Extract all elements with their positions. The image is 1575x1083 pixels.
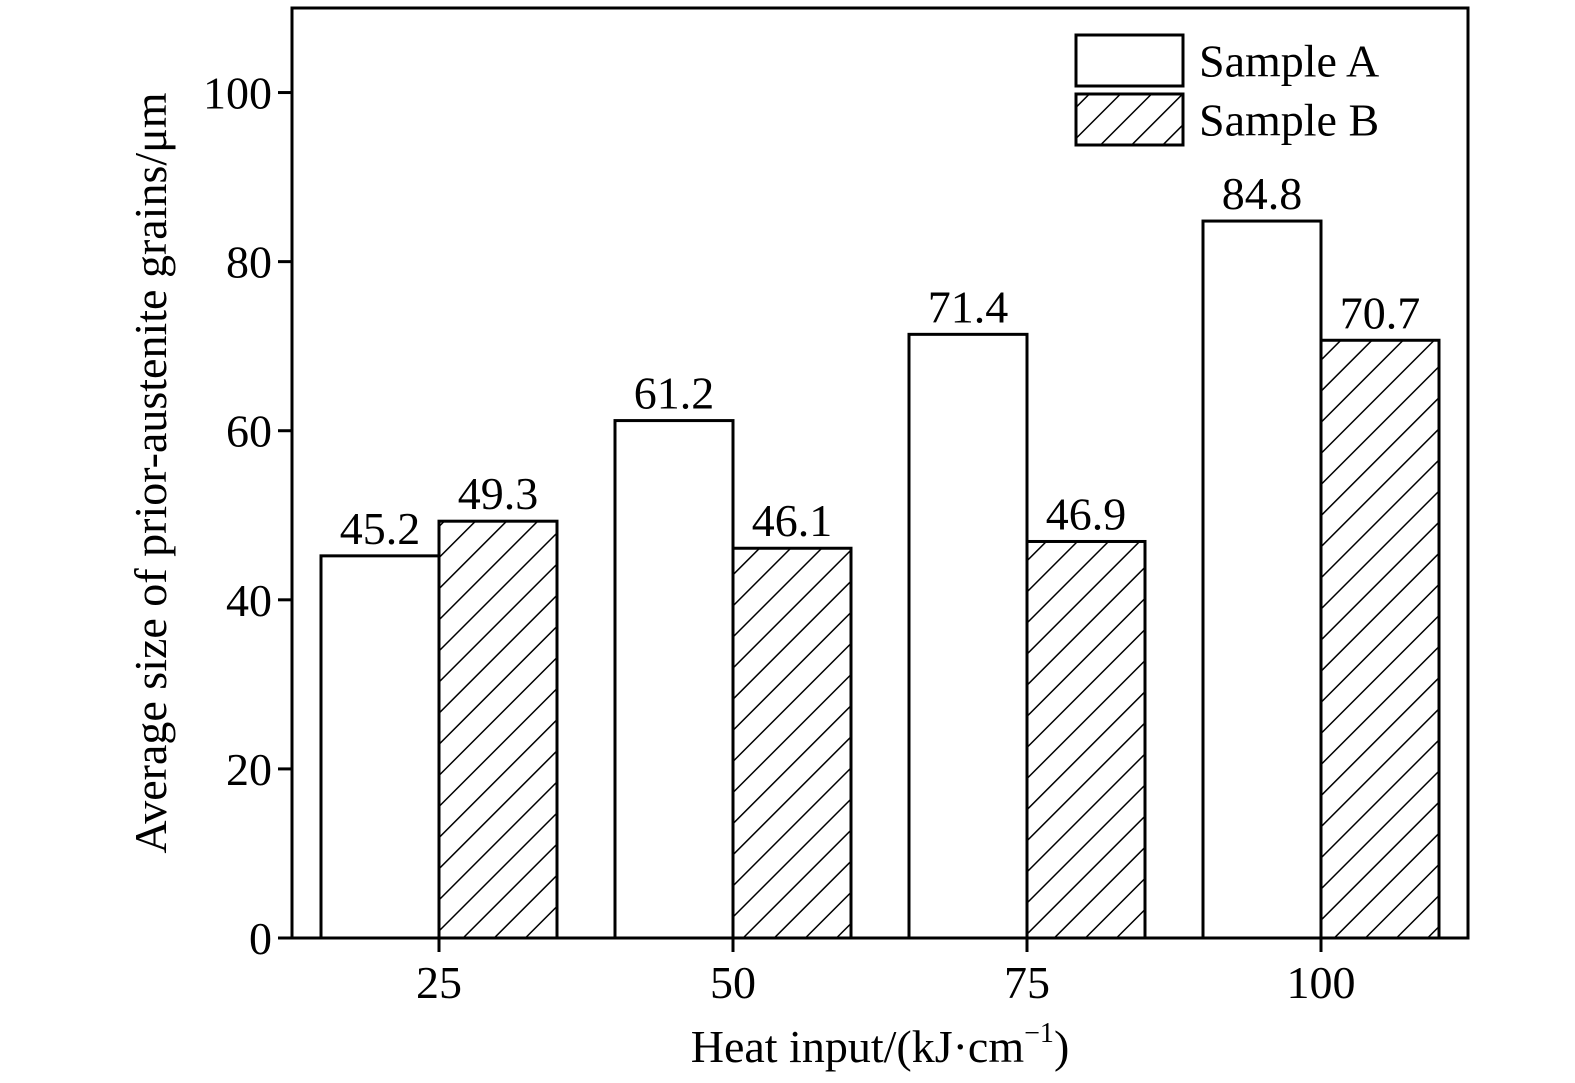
- data-label-sample-a-25: 45.2: [340, 503, 421, 554]
- x-axis-title-tail: ): [1054, 1021, 1069, 1072]
- data-labels-group: 45.2 49.3 61.2 46.1 71.4 46.9 84.8 70.7: [340, 168, 1421, 554]
- y-tick-label-100: 100: [203, 68, 272, 119]
- legend-swatch-sample-a: [1074, 33, 1185, 88]
- x-tick-label-25: 25: [416, 957, 462, 1008]
- legend: Sample A Sample B: [1074, 33, 1379, 147]
- x-axis-title-superscript: −1: [1024, 1018, 1054, 1049]
- data-label-sample-b-50: 46.1: [752, 495, 833, 546]
- y-tick-label-40: 40: [226, 575, 272, 626]
- legend-label-sample-b: Sample B: [1199, 95, 1379, 146]
- bar-sample-a-25: [319, 554, 441, 940]
- y-tick-label-60: 60: [226, 406, 272, 457]
- y-tick-label-0: 0: [249, 913, 272, 964]
- data-label-sample-a-75: 71.4: [928, 281, 1009, 332]
- x-tick-label-100: 100: [1287, 957, 1356, 1008]
- bar-sample-a-50: [613, 419, 735, 940]
- x-tick-label-50: 50: [710, 957, 756, 1008]
- y-tick-label-20: 20: [226, 744, 272, 795]
- bar-sample-b-25: [437, 519, 559, 940]
- x-tick-label-75: 75: [1004, 957, 1050, 1008]
- data-label-sample-a-100: 84.8: [1222, 168, 1303, 219]
- bar-sample-b-50: [731, 546, 853, 940]
- data-label-sample-b-100: 70.7: [1340, 287, 1421, 338]
- bar-sample-b-75: [1025, 539, 1147, 940]
- x-axis: 25 50 75 100: [416, 938, 1356, 1008]
- legend-label-sample-a: Sample A: [1199, 36, 1379, 87]
- bar-sample-b-100: [1319, 338, 1441, 940]
- data-label-sample-b-75: 46.9: [1046, 488, 1127, 539]
- bars-group: [319, 219, 1441, 940]
- data-label-sample-a-50: 61.2: [634, 368, 715, 419]
- x-axis-title: Heat input/(kJ·cm−1): [691, 1018, 1070, 1072]
- data-label-sample-b-25: 49.3: [458, 468, 539, 519]
- bar-sample-a-100: [1201, 219, 1323, 940]
- y-tick-label-80: 80: [226, 237, 272, 288]
- legend-swatch-sample-b: [1074, 92, 1185, 147]
- plot-frame: [290, 6, 1470, 940]
- y-axis-title: Average size of prior-austenite grains/μ…: [125, 92, 176, 853]
- bar-sample-a-75: [907, 332, 1029, 940]
- y-axis: 0 20 40 60 80 100: [203, 68, 292, 964]
